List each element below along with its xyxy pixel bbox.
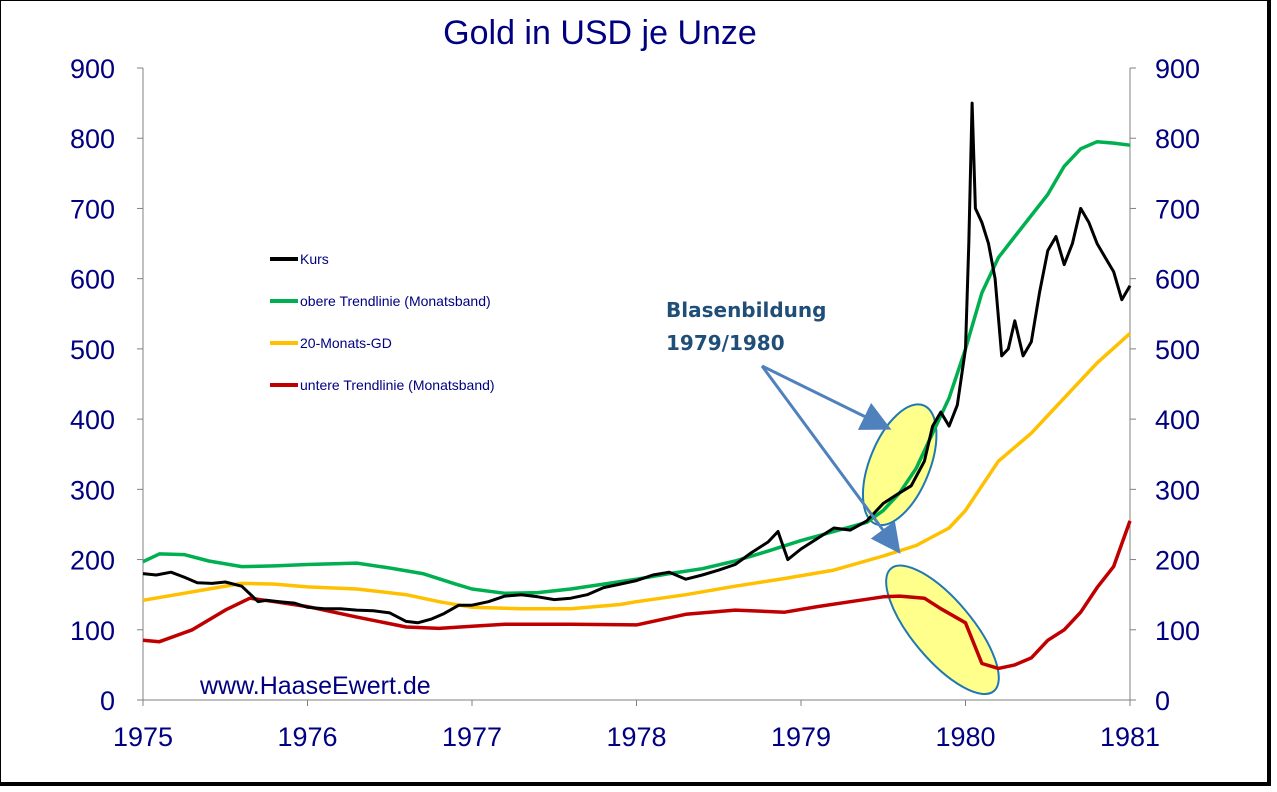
y-tick-label-left: 400: [70, 405, 115, 435]
annotation-years: 1979/1980: [666, 331, 785, 355]
y-tick-label-left: 100: [70, 616, 115, 646]
y-tick-label-left: 300: [70, 475, 115, 505]
series-line-0: [142, 101, 1132, 625]
x-tick-label: 1977: [442, 722, 502, 752]
annotation-arrow: [761, 364, 892, 430]
highlight-ellipse-lower: [885, 564, 1000, 696]
y-tick-label-left: 200: [70, 546, 115, 576]
y-tick-label-right: 200: [1155, 546, 1200, 576]
y-tick-label-right: 300: [1155, 475, 1200, 505]
y-tick-label-left: 500: [70, 335, 115, 365]
y-tick-label-right: 700: [1155, 194, 1200, 224]
y-tick-label-right: 900: [1155, 54, 1200, 84]
y-tick-label-left: 800: [70, 124, 115, 154]
y-tick-label-right: 600: [1155, 265, 1200, 295]
legend-label: untere Trendlinie (Monatsband): [300, 377, 495, 393]
y-tick-label-right: 100: [1155, 616, 1200, 646]
x-tick-label: 1978: [606, 722, 666, 752]
x-tick-label: 1981: [1100, 722, 1160, 752]
y-tick-label-left: 0: [100, 686, 115, 716]
y-tick-label-left: 600: [70, 265, 115, 295]
y-tick-label-right: 400: [1155, 405, 1200, 435]
x-tick-label: 1980: [935, 722, 995, 752]
annotation-title: Blasenbildung: [666, 298, 826, 322]
y-tick-label-left: 700: [70, 194, 115, 224]
watermark-text: www.HaaseEwert.de: [199, 672, 431, 700]
y-tick-label-left: 900: [70, 54, 115, 84]
y-tick-label-right: 0: [1155, 686, 1170, 716]
x-tick-label: 1976: [277, 722, 337, 752]
legend-label: Kurs: [300, 251, 329, 267]
x-tick-label: 1979: [771, 722, 831, 752]
legend-label: obere Trendlinie (Monatsband): [300, 293, 491, 309]
y-tick-label-right: 500: [1155, 335, 1200, 365]
legend-label: 20-Monats-GD: [300, 335, 392, 351]
y-tick-label-right: 800: [1155, 124, 1200, 154]
x-tick-label: 1975: [113, 722, 173, 752]
chart-title: Gold in USD je Unze: [443, 14, 757, 52]
series-line-2: [142, 332, 1132, 611]
annotation-arrow: [760, 365, 901, 554]
series-line-1: [142, 139, 1131, 596]
